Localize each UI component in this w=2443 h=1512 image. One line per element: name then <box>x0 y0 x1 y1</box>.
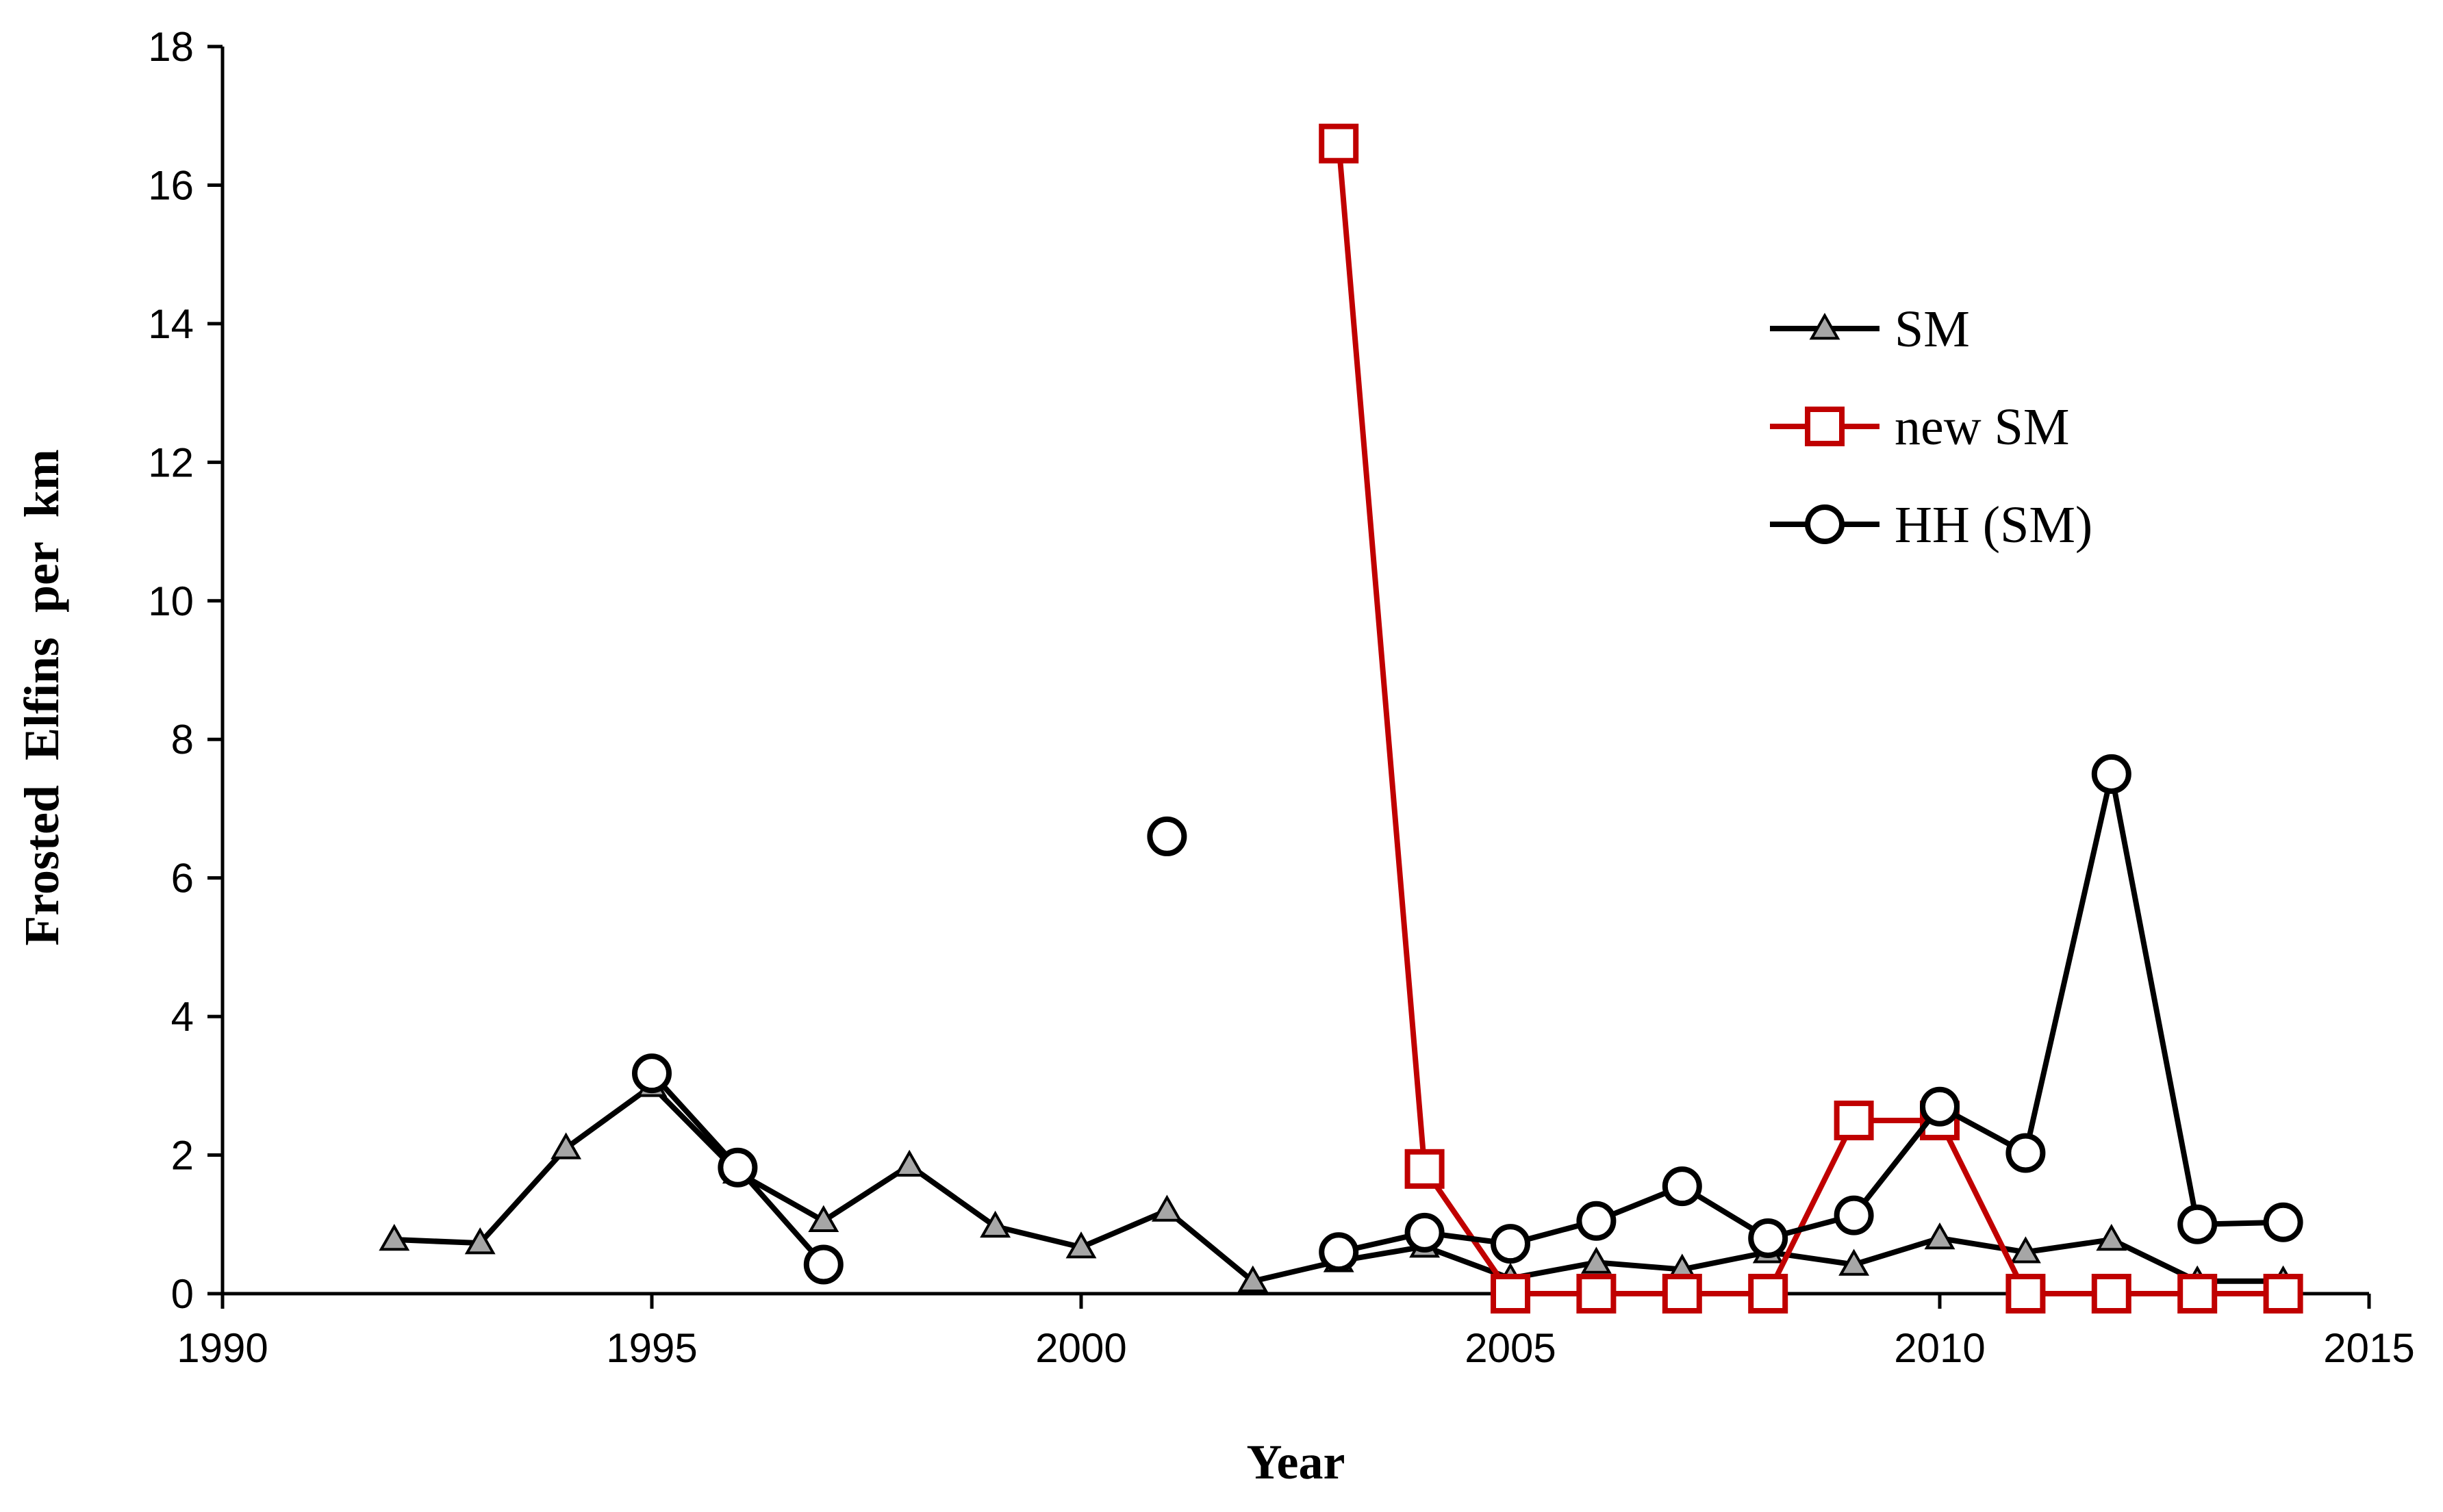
data-point <box>1748 1218 1788 1259</box>
y-tick-label: 0 <box>171 1271 194 1317</box>
data-point <box>1319 1232 1359 1272</box>
plot-area <box>379 123 2303 1314</box>
data-point <box>718 1147 758 1188</box>
data-point <box>1580 1246 1612 1274</box>
y-tick-label: 16 <box>148 162 194 208</box>
legend-marker <box>1805 407 1845 446</box>
y-tick-label: 12 <box>148 439 194 485</box>
data-point <box>1151 1194 1182 1222</box>
data-point <box>1065 1231 1097 1259</box>
data-point <box>2263 1274 2303 1314</box>
data-point <box>1834 1100 1874 1140</box>
data-point <box>1237 1265 1269 1293</box>
y-tick-label: 18 <box>148 24 194 70</box>
data-point <box>632 1053 672 1094</box>
y-tick-label: 4 <box>171 994 194 1040</box>
x-axis-title: Year <box>1247 1435 1345 1489</box>
axes: 0 2 4 6 8 10 12 14 16 18 1990 1995 2000 2005 2010 2015 <box>148 24 2414 1371</box>
data-point <box>1404 1212 1445 1253</box>
legend-marker <box>1809 312 1840 340</box>
data-point <box>980 1210 1011 1238</box>
x-tick-label: 2005 <box>1465 1325 1556 1371</box>
legend-label: HH (SM) <box>1895 496 2092 554</box>
data-point <box>1834 1195 1874 1235</box>
data-point <box>894 1149 925 1177</box>
x-tick-label: 1990 <box>177 1325 268 1371</box>
data-point <box>1838 1248 1870 1276</box>
data-point <box>1491 1274 1530 1314</box>
y-axis-title: Frosted Elfins per km <box>14 449 69 945</box>
y-tick-label: 8 <box>171 717 194 763</box>
legend-label: new SM <box>1895 398 2069 456</box>
data-point <box>2005 1274 2046 1314</box>
data-point <box>2096 1224 2127 1251</box>
data-point <box>1662 1166 1702 1207</box>
data-point <box>803 1244 844 1285</box>
series-new-sm <box>1319 123 2303 1314</box>
data-point <box>550 1132 582 1159</box>
data-point <box>1404 1149 1445 1189</box>
y-tick-label: 10 <box>148 578 194 624</box>
data-point <box>1319 123 1359 164</box>
y-tick-label: 6 <box>171 856 194 901</box>
data-point <box>2177 1204 2218 1244</box>
data-point <box>1147 816 1187 856</box>
y-tick-label: 2 <box>171 1133 194 1179</box>
legend-marker <box>1805 504 1845 544</box>
data-point <box>1924 1222 1955 1250</box>
legend: SM new SM HH (SM) <box>1770 300 2092 554</box>
series-line <box>1336 143 2283 1296</box>
data-point <box>379 1224 410 1251</box>
data-point <box>1491 1224 1530 1264</box>
data-point <box>808 1205 839 1232</box>
x-tick-label: 2015 <box>2323 1325 2414 1371</box>
series-line <box>1338 773 2283 1255</box>
legend-label: SM <box>1895 300 1970 358</box>
x-tick-label: 2000 <box>1035 1325 1126 1371</box>
data-point <box>2091 1274 2131 1314</box>
y-ticks: 0 2 4 6 8 10 12 14 16 18 <box>148 24 223 1317</box>
data-point <box>1662 1274 1702 1314</box>
data-point <box>1920 1086 1960 1127</box>
data-point <box>1576 1201 1617 1241</box>
data-point <box>2005 1133 2046 1173</box>
x-tick-label: 2010 <box>1894 1325 1985 1371</box>
data-point <box>2177 1274 2218 1314</box>
data-point <box>464 1227 496 1255</box>
data-point <box>2010 1236 2041 1264</box>
y-tick-label: 14 <box>148 301 194 347</box>
x-ticks: 1990 1995 2000 2005 2010 2015 <box>177 1294 2415 1371</box>
data-point <box>2091 754 2131 794</box>
series-hh-sm <box>632 754 2303 1285</box>
data-point <box>2263 1202 2303 1242</box>
data-point <box>1576 1274 1617 1314</box>
data-point <box>1748 1274 1788 1314</box>
x-tick-label: 1995 <box>606 1325 697 1371</box>
